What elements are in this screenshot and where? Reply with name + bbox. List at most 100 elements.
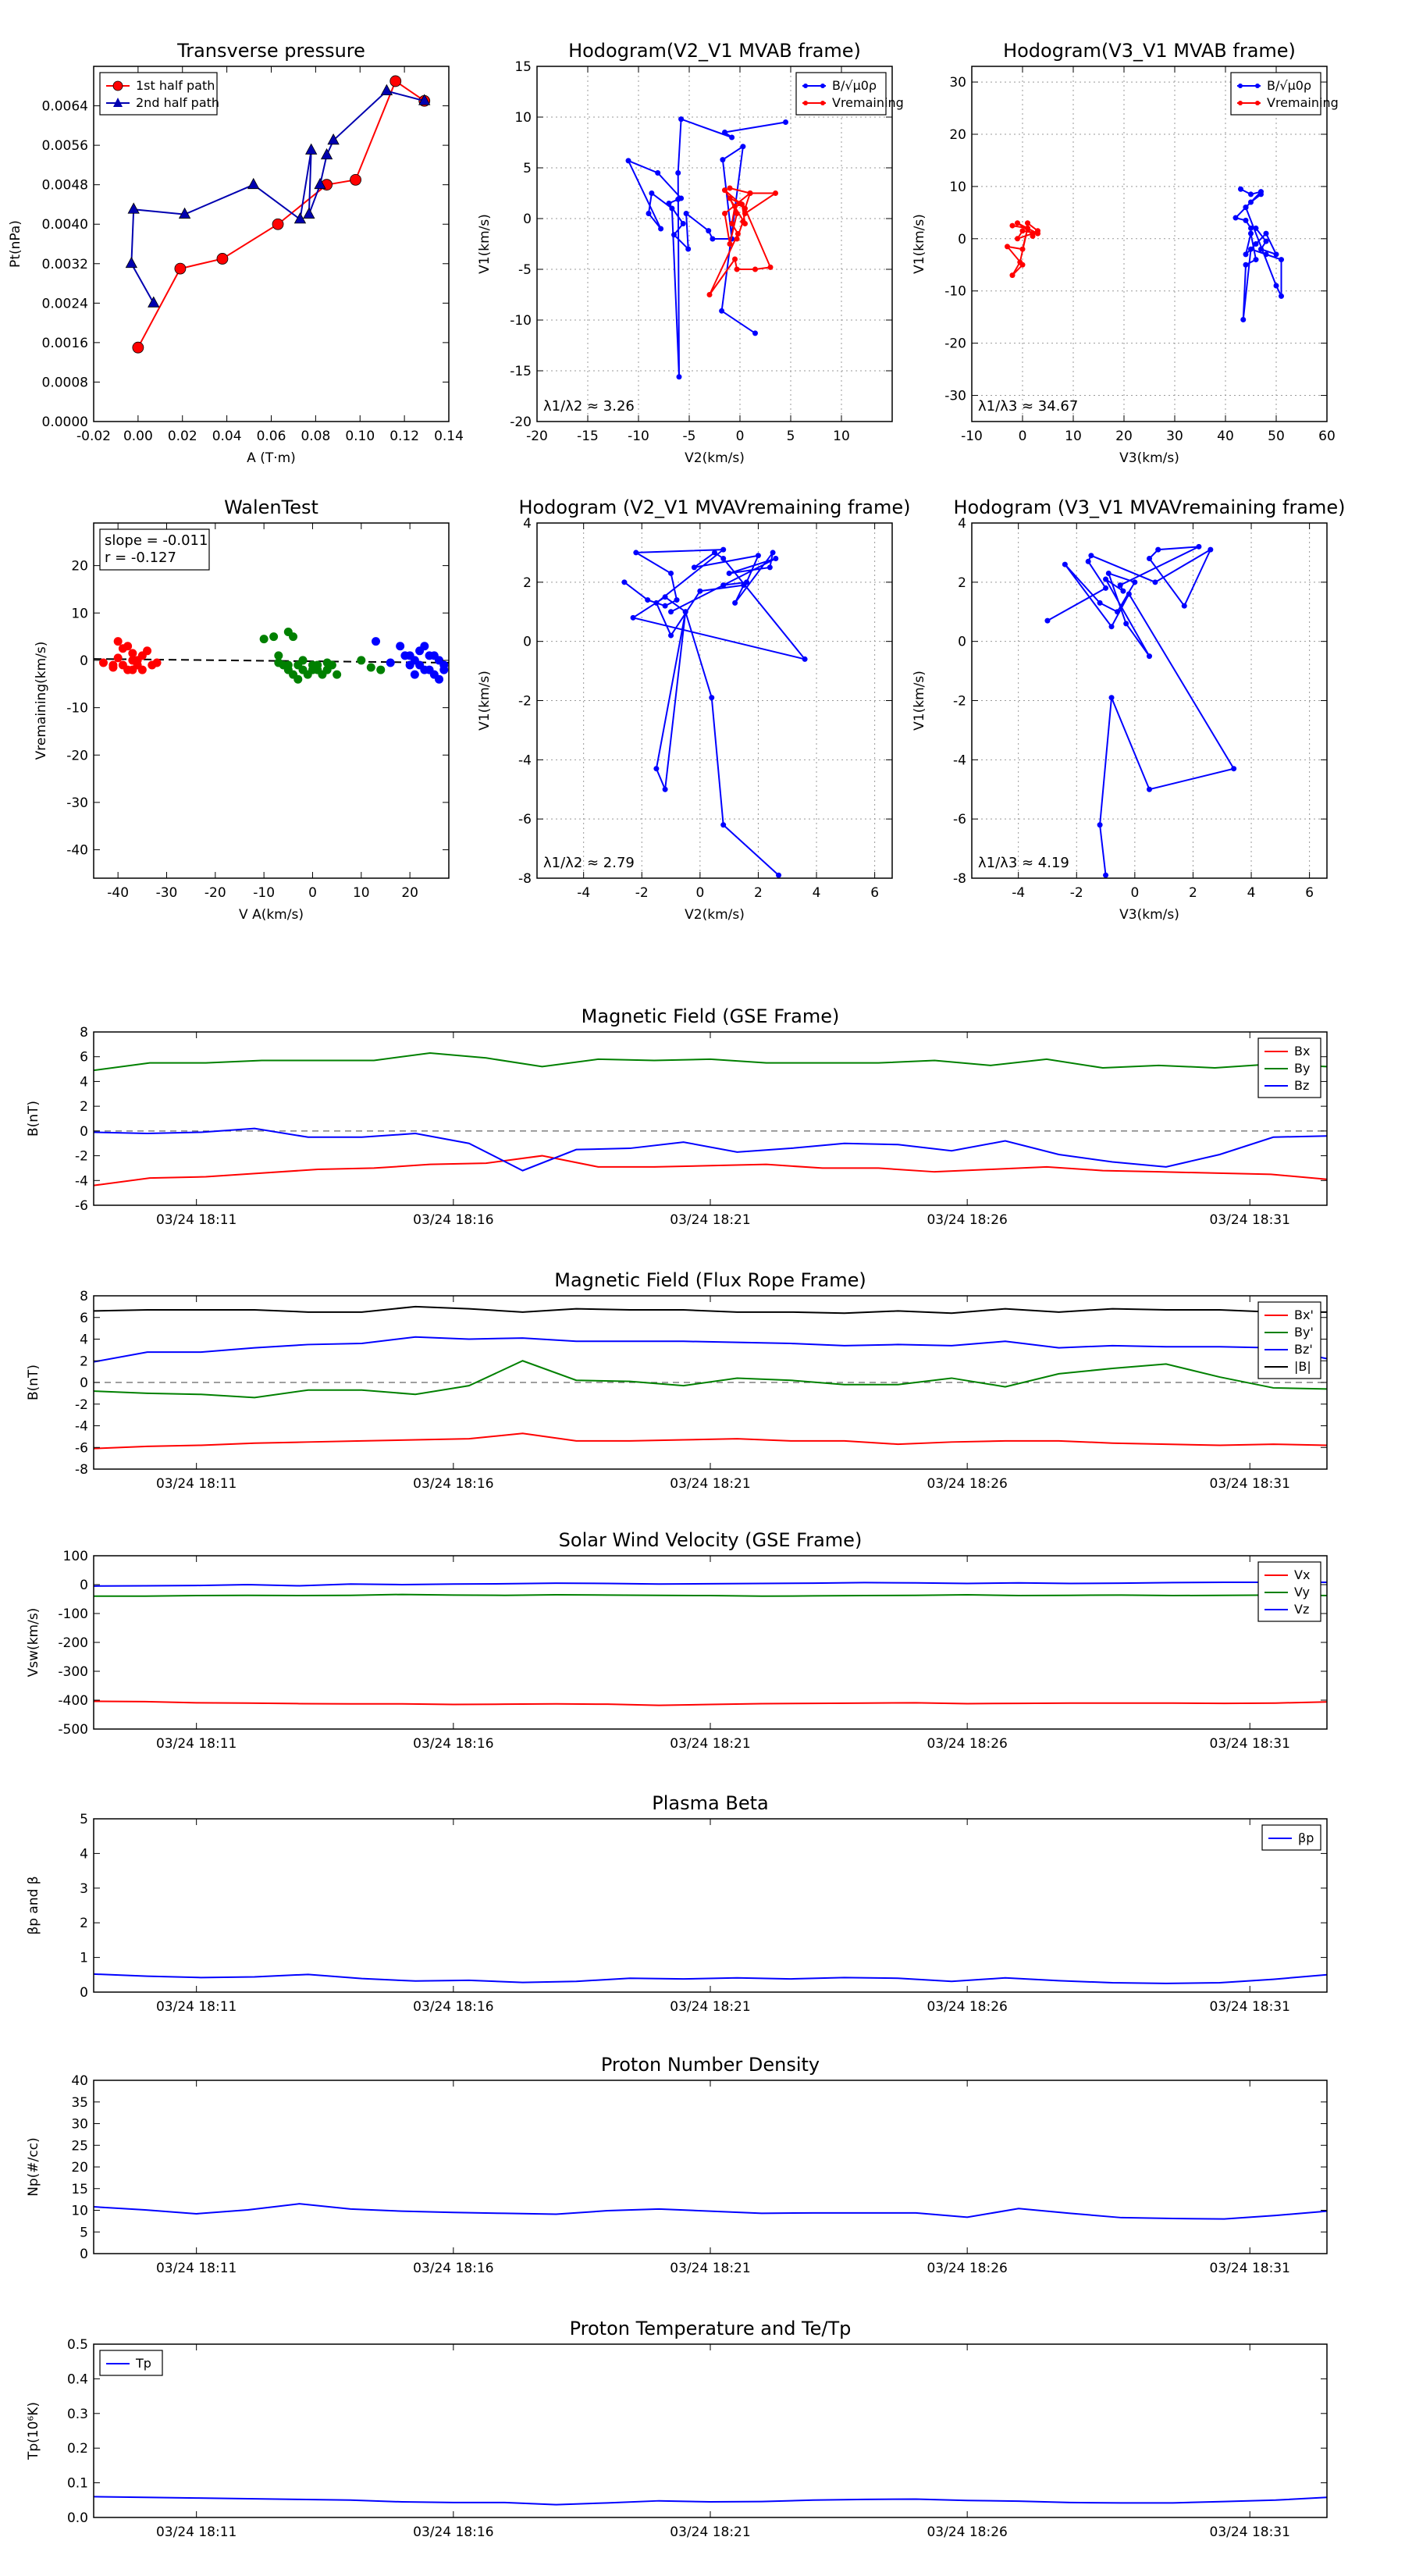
x-axis-label: A (T·m) xyxy=(247,450,296,466)
data-point xyxy=(727,195,733,201)
data-point xyxy=(732,203,738,209)
data-point xyxy=(420,642,429,651)
data-point xyxy=(1123,621,1129,627)
legend-box xyxy=(795,72,887,116)
x-tick-label: 60 xyxy=(1318,429,1336,444)
data-point xyxy=(1108,624,1115,630)
data-point xyxy=(1238,186,1243,192)
data-point xyxy=(269,632,279,642)
data-point xyxy=(680,221,686,226)
data-point xyxy=(729,134,735,141)
legend-marker xyxy=(113,98,123,107)
y-tick-label: 0 xyxy=(80,2247,88,2262)
legend-label: B/√μ0ρ xyxy=(832,78,877,93)
y-tick-label: -30 xyxy=(944,389,966,404)
y-tick-label: 1 xyxy=(80,1951,88,1966)
x-tick-label: 03/24 18:16 xyxy=(413,2261,493,2276)
series-1st-half-path xyxy=(132,75,431,354)
data-point xyxy=(216,253,229,265)
y-tick-label: 0.0 xyxy=(67,2510,88,2526)
data-point xyxy=(376,665,386,674)
data-point xyxy=(1253,257,1259,263)
y-tick-label: 4 xyxy=(958,516,966,532)
legend-marker xyxy=(803,84,808,88)
y-tick-label: 0.0056 xyxy=(42,138,88,154)
y-tick-label: -300 xyxy=(58,1664,88,1680)
series-line xyxy=(94,1360,1327,1399)
chart-title: Hodogram(V3_V1 MVAB frame) xyxy=(1003,40,1296,62)
legend-box xyxy=(1230,72,1321,116)
legend: Bx' By' Bz' |B| xyxy=(1257,1301,1321,1379)
x-tick-label: 03/24 18:31 xyxy=(1210,1212,1290,1228)
chart-title: Proton Temperature and Te/Tp xyxy=(570,2318,852,2339)
plot-area xyxy=(1044,543,1237,878)
y-axis-label: Vremaining(km/s) xyxy=(34,642,49,760)
y-tick-label: 3 xyxy=(80,1881,88,1897)
x-tick-label: 03/24 18:21 xyxy=(670,2524,750,2540)
y-tick-label: -400 xyxy=(58,1693,88,1709)
series-b-0- xyxy=(625,116,788,380)
chart-hodo_v2v1_mvab: Hodogram(V2_V1 MVAB frame) -20 -15 -10 -5 0 5 1… xyxy=(477,40,904,466)
data-point xyxy=(662,603,668,609)
y-tick-label: 6 xyxy=(80,1050,88,1066)
chart-proton_density: Proton Number Density 03/24 18:11 03/24 18… xyxy=(26,2054,1328,2276)
x-tick-label: 03/24 18:26 xyxy=(927,2524,1007,2540)
y-tick-label: -4 xyxy=(75,1173,88,1189)
data-point xyxy=(357,656,366,665)
data-point xyxy=(645,597,651,603)
data-point xyxy=(1025,225,1030,231)
data-point xyxy=(327,133,340,145)
data-point xyxy=(322,658,332,667)
y-axis-label: V1(km/s) xyxy=(912,214,927,274)
chart-hodo_v3v1_mvav: Hodogram (V3_V1 MVAVremaining frame) -4 -2… xyxy=(912,496,1346,923)
series-line xyxy=(94,1582,1327,1587)
y-tick-label: 0 xyxy=(523,212,532,227)
data-point xyxy=(675,196,681,202)
y-tick-label: -2 xyxy=(75,1149,88,1165)
data-point xyxy=(706,292,713,297)
x-tick-label: 0.00 xyxy=(123,429,153,444)
data-point xyxy=(1030,233,1036,239)
y-tick-label: 15 xyxy=(514,59,532,75)
chart-title: Magnetic Field (GSE Frame) xyxy=(582,1005,840,1027)
chart-title: Hodogram (V3_V1 MVAVremaining frame) xyxy=(953,496,1345,518)
chart-title: Proton Number Density xyxy=(601,2054,820,2076)
y-axis-label: V1(km/s) xyxy=(477,671,493,731)
data-point xyxy=(720,822,727,828)
data-point xyxy=(1263,230,1269,237)
data-point xyxy=(1097,822,1103,828)
y-tick-label: 15 xyxy=(71,2182,88,2197)
series-line xyxy=(624,549,807,876)
x-tick-label: 5 xyxy=(787,429,795,444)
data-point xyxy=(734,266,740,272)
data-point xyxy=(1044,617,1051,624)
x-tick-label: 0.14 xyxy=(434,429,464,444)
series-vremaining xyxy=(1005,220,1040,279)
data-point xyxy=(633,550,639,556)
legend-marker xyxy=(820,84,825,88)
data-point xyxy=(1062,561,1068,568)
y-tick-label: 8 xyxy=(80,1025,88,1041)
y-tick-label: 6 xyxy=(80,1311,88,1326)
data-point xyxy=(148,296,160,308)
data-point xyxy=(1279,293,1284,299)
y-tick-label: 0.3 xyxy=(67,2407,88,2422)
data-point xyxy=(683,211,689,216)
data-point xyxy=(418,94,431,105)
y-tick-label: 4 xyxy=(523,516,532,532)
x-tick-label: -10 xyxy=(961,429,983,444)
x-tick-label: -4 xyxy=(577,885,590,901)
y-tick-label: 8 xyxy=(80,1289,88,1304)
x-axis-label: V2(km/s) xyxy=(685,907,745,923)
legend-box xyxy=(99,72,218,116)
y-tick-label: 0 xyxy=(958,635,966,650)
y-tick-label: 25 xyxy=(71,2138,88,2154)
plot-area xyxy=(94,1582,1327,1706)
data-point xyxy=(719,308,725,314)
data-point xyxy=(1108,695,1115,701)
chart-title: Hodogram(V2_V1 MVAB frame) xyxy=(568,40,861,62)
x-tick-label: 03/24 18:16 xyxy=(413,1736,493,1752)
data-point xyxy=(722,130,727,135)
y-tick-label: -200 xyxy=(58,1635,88,1651)
x-tick-label: -10 xyxy=(628,429,649,444)
